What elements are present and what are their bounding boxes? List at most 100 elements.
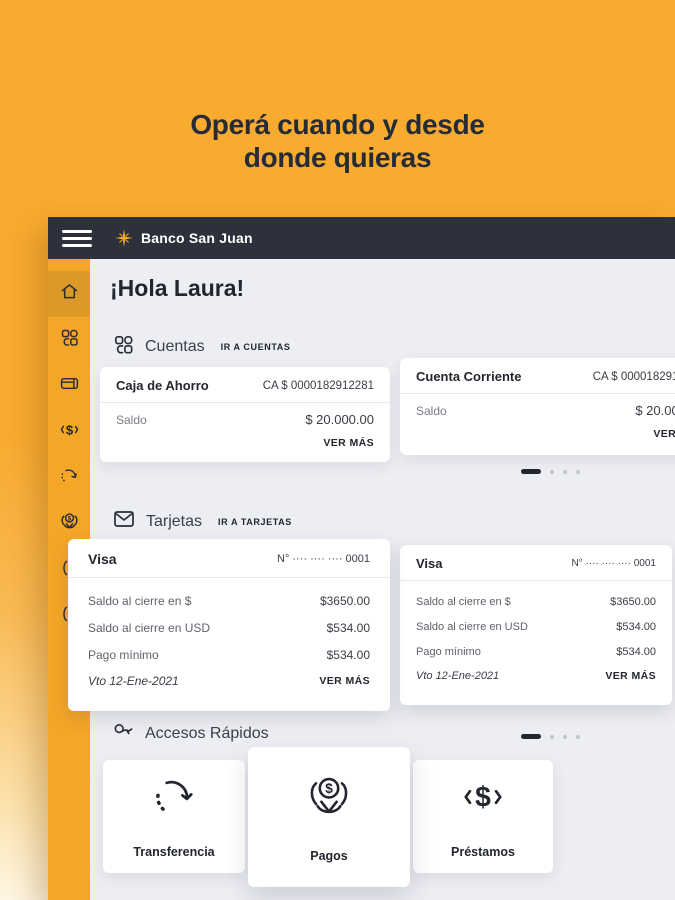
see-more-link[interactable]: VER MÁS — [605, 670, 656, 682]
payments-hands-icon: $ — [303, 772, 355, 829]
carousel-dot — [576, 734, 580, 739]
quick-access-transferencia[interactable]: Transferencia — [103, 760, 245, 873]
quick-access-title: Accesos Rápidos — [145, 725, 269, 742]
visa-card-body: Saldo al cierre en $ $3650.00 Saldo al c… — [400, 581, 672, 683]
cards-section-header: Tarjetas IR A TARJETAS — [112, 507, 292, 536]
quick-access-section-header: Accesos Rápidos — [112, 720, 269, 748]
go-to-accounts-link[interactable]: IR A CUENTAS — [220, 342, 291, 352]
row-value: $534.00 — [326, 620, 370, 635]
transfer-refresh-icon — [151, 774, 197, 825]
row-label: Saldo al cierre en USD — [88, 620, 211, 635]
hidden-icon — [59, 558, 79, 583]
carousel-dot — [550, 734, 554, 739]
app-window: Banco San Juan — [48, 217, 675, 900]
carousel-dot — [563, 734, 567, 739]
row-label: Saldo al cierre en $ — [416, 595, 511, 608]
loan-dollar-icon: $ — [59, 419, 80, 445]
sidebar-item-transfers[interactable] — [48, 455, 90, 501]
quick-access-pagos[interactable]: $ Pagos — [248, 747, 410, 887]
bank-name: Banco San Juan — [141, 230, 253, 246]
account-number: CA $ 0000182912281 — [592, 370, 675, 383]
menu-icon[interactable] — [62, 226, 92, 251]
sidebar-item-cards[interactable] — [48, 363, 90, 409]
cards-section-title: Tarjetas — [146, 512, 203, 530]
transfer-refresh-icon — [59, 466, 79, 491]
balance-value: $ 20.000.00 — [635, 403, 675, 418]
carousel-dot-active — [521, 734, 541, 739]
go-to-cards-link[interactable]: IR A TARJETAS — [218, 516, 292, 527]
app-header: Banco San Juan — [48, 217, 675, 259]
balance-value: $ 20.000.00 — [305, 412, 374, 427]
carousel-dot — [563, 469, 567, 474]
see-more-link[interactable]: VER MÁS — [653, 428, 675, 440]
card-number: N° ···· ···· ···· 0001 — [571, 558, 656, 569]
credit-card-icon — [59, 373, 80, 399]
cards-carousel-indicator[interactable] — [521, 734, 580, 739]
svg-text:$: $ — [325, 781, 333, 796]
row-label: Saldo al cierre en $ — [88, 593, 192, 608]
accounts-grid-icon — [59, 327, 80, 353]
carousel-dot-active — [521, 469, 541, 474]
account-card-body: Saldo $ 20.000.00 VER MÁS — [100, 403, 390, 449]
greeting: ¡Hola Laura! — [110, 275, 245, 301]
sidebar-item-hidden-2[interactable] — [48, 593, 90, 639]
card-number: N° ···· ···· ···· 0001 — [277, 553, 370, 565]
account-number: CA $ 0000182912281 — [262, 379, 374, 392]
row-value: $534.00 — [616, 645, 656, 658]
card-due-date: Vto 12-Ene-2021 — [88, 674, 179, 688]
row-value: $3650.00 — [319, 593, 370, 608]
hero-title-line2: donde quieras — [243, 142, 432, 174]
see-more-link[interactable]: VER MÁS — [323, 437, 374, 449]
hero-title-line1: Operá cuando y desde — [190, 109, 485, 140]
account-name: Caja de Ahorro — [116, 378, 209, 393]
tile-label: Préstamos — [451, 845, 515, 859]
loan-dollar-icon: $ — [460, 774, 506, 825]
accounts-grid-icon — [112, 333, 135, 361]
carousel-dot — [550, 469, 554, 474]
see-more-link[interactable]: VER MÁS — [319, 675, 370, 687]
accounts-section-title: Cuentas — [145, 338, 205, 355]
tile-label: Pagos — [310, 848, 348, 863]
svg-text:$: $ — [67, 515, 71, 522]
row-value: $3650.00 — [610, 595, 656, 608]
row-label: Pago mínimo — [88, 647, 159, 662]
card-name: Visa — [88, 551, 117, 567]
hero-banner: Operá cuando y desde donde quieras — [0, 108, 675, 174]
hidden-icon — [59, 604, 79, 629]
card-name: Visa — [416, 556, 443, 571]
card-due-date: Vto 12-Ene-2021 — [416, 670, 500, 682]
visa-card-header: Visa N° ···· ···· ···· 0001 — [400, 545, 672, 581]
accounts-carousel-indicator[interactable] — [521, 469, 580, 474]
sidebar-item-loans[interactable]: $ — [48, 409, 90, 455]
svg-text:$: $ — [65, 422, 73, 437]
account-card-header: Caja de Ahorro CA $ 0000182912281 — [100, 367, 390, 403]
visa-card-header: Visa N° ···· ···· ···· 0001 — [68, 539, 390, 578]
visa-card-secondary[interactable]: Visa N° ···· ···· ···· 0001 Saldo al cie… — [400, 545, 672, 705]
tile-label: Transferencia — [133, 845, 215, 859]
row-label: Pago mínimo — [416, 645, 481, 658]
visa-card-primary[interactable]: Visa N° ···· ···· ···· 0001 Saldo al cie… — [68, 539, 390, 711]
sidebar-item-home[interactable] — [48, 271, 90, 317]
payments-hands-icon: $ — [59, 511, 80, 537]
accounts-section-header: Cuentas IR A CUENTAS — [112, 333, 290, 361]
bank-logo-icon — [114, 228, 134, 248]
sidebar-item-payments[interactable]: $ — [48, 501, 90, 547]
hero-title: Operá cuando y desde donde quieras — [0, 108, 675, 174]
visa-card-body: Saldo al cierre en $ $3650.00 Saldo al c… — [68, 578, 390, 689]
balance-label: Saldo — [116, 412, 147, 427]
account-card-caja-ahorro[interactable]: Caja de Ahorro CA $ 0000182912281 Saldo … — [100, 367, 390, 462]
row-label: Saldo al cierre en USD — [416, 620, 528, 633]
home-icon — [59, 281, 80, 307]
quick-access-prestamos[interactable]: $ Préstamos — [413, 760, 553, 873]
key-icon — [112, 720, 135, 748]
account-card-cuenta-corriente[interactable]: Cuenta Corriente CA $ 0000182912281 Sald… — [400, 358, 675, 455]
sidebar-item-hidden-1[interactable] — [48, 547, 90, 593]
account-name: Cuenta Corriente — [416, 369, 522, 384]
sidebar-item-accounts[interactable] — [48, 317, 90, 363]
carousel-dot — [576, 469, 580, 474]
row-value: $534.00 — [616, 620, 656, 633]
balance-label: Saldo — [416, 403, 447, 418]
account-card-body: Saldo $ 20.000.00 VER MÁS — [400, 394, 675, 440]
svg-text:$: $ — [475, 780, 491, 812]
account-card-header: Cuenta Corriente CA $ 0000182912281 — [400, 358, 675, 394]
